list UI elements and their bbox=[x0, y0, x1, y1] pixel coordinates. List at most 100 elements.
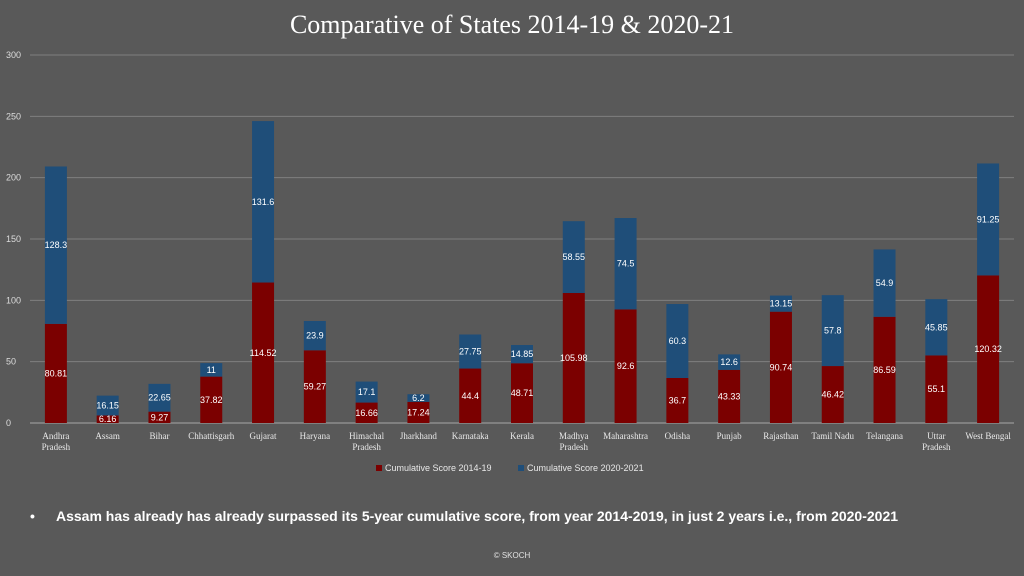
data-label: 11 bbox=[207, 365, 216, 375]
y-tick-label: 0 bbox=[6, 418, 11, 428]
bar-segment-series-1 bbox=[355, 402, 378, 423]
bar-segment-series-2 bbox=[614, 218, 637, 310]
y-axis-ticks: 0 50 100 150 200 250 300 bbox=[6, 50, 21, 428]
data-label: 58.55 bbox=[563, 252, 586, 262]
bullet-icon: • bbox=[30, 508, 35, 524]
data-label: 37.82 bbox=[200, 395, 223, 405]
y-tick-label: 50 bbox=[6, 357, 16, 367]
bar-segment-series-2 bbox=[666, 304, 689, 378]
data-label: 105.98 bbox=[560, 353, 588, 363]
data-label: 60.3 bbox=[669, 336, 687, 346]
bar-segment-series-1 bbox=[511, 363, 533, 423]
category-label: Kerala bbox=[510, 431, 534, 441]
bar-segment-series-2 bbox=[821, 295, 844, 367]
bars bbox=[44, 121, 1000, 423]
category-label: Madhya bbox=[559, 431, 589, 441]
legend-label: Cumulative Score 2014-19 bbox=[385, 463, 492, 473]
data-label: 17.1 bbox=[358, 387, 376, 397]
bar-segment-series-2 bbox=[44, 166, 67, 324]
data-label: 36.7 bbox=[669, 395, 687, 405]
bar-segment-series-1 bbox=[769, 311, 792, 423]
data-label: 13.15 bbox=[770, 299, 793, 309]
category-label: Telangana bbox=[866, 431, 903, 441]
category-label: Uttar bbox=[927, 431, 946, 441]
y-tick-label: 200 bbox=[6, 173, 21, 183]
category-label: Tamil Nadu bbox=[811, 431, 854, 441]
y-tick-label: 100 bbox=[6, 295, 21, 305]
data-label: 17.24 bbox=[407, 407, 430, 417]
bar-segment-series-1 bbox=[148, 411, 171, 423]
data-label: 6.16 bbox=[99, 414, 117, 424]
bar-segment-series-1 bbox=[252, 282, 275, 423]
bar-segment-series-2 bbox=[407, 394, 430, 402]
bar-segment-series-1 bbox=[459, 368, 482, 423]
category-label: Bihar bbox=[149, 431, 169, 441]
bar-segment-series-2 bbox=[303, 320, 326, 351]
data-label: 9.27 bbox=[151, 412, 169, 422]
data-label: 48.71 bbox=[511, 388, 534, 398]
copyright: © SKOCH bbox=[493, 551, 531, 560]
data-label: 43.33 bbox=[718, 391, 741, 401]
category-label: Haryana bbox=[300, 431, 330, 441]
bar-segment-series-1 bbox=[873, 316, 896, 423]
category-label: Rajasthan bbox=[763, 431, 799, 441]
category-label: Pradesh bbox=[352, 442, 381, 452]
legend: Cumulative Score 2014-19 Cumulative Score… bbox=[376, 463, 644, 473]
category-label: Assam bbox=[95, 431, 120, 441]
bar-segment-series-2 bbox=[148, 383, 171, 412]
data-label: 23.9 bbox=[306, 331, 324, 341]
data-label: 131.6 bbox=[252, 197, 275, 207]
data-label: 12.6 bbox=[720, 357, 738, 367]
legend-swatch bbox=[376, 465, 382, 471]
bar-segment-series-1 bbox=[977, 275, 1000, 423]
category-label: Karnataka bbox=[452, 431, 489, 441]
data-label: 27.75 bbox=[459, 347, 482, 357]
data-label: 57.8 bbox=[824, 326, 842, 336]
data-label: 114.52 bbox=[250, 348, 277, 358]
data-label: 16.15 bbox=[96, 401, 119, 411]
bar-segment-series-1 bbox=[44, 323, 67, 423]
bar-segment-series-1 bbox=[200, 376, 223, 423]
data-label: 45.85 bbox=[925, 322, 948, 332]
bar-segment-series-1 bbox=[821, 366, 844, 423]
data-label: 91.25 bbox=[977, 214, 1000, 224]
bar-segment-series-2 bbox=[718, 354, 741, 370]
data-label: 90.74 bbox=[770, 362, 793, 372]
bar-segment-series-2 bbox=[562, 221, 585, 293]
bar-segment-series-1 bbox=[303, 350, 326, 423]
bar-segment-series-2 bbox=[769, 295, 792, 312]
legend-swatch bbox=[518, 465, 524, 471]
data-label: 16.66 bbox=[355, 408, 378, 418]
bar-segment-series-2 bbox=[200, 363, 223, 377]
legend-label: Cumulative Score 2020-2021 bbox=[527, 463, 644, 473]
data-label: 6.2 bbox=[412, 393, 425, 403]
data-label: 120.32 bbox=[974, 344, 1002, 354]
category-label: Himachal bbox=[349, 431, 384, 441]
bar-segment-series-1 bbox=[925, 355, 948, 423]
y-tick-label: 300 bbox=[6, 50, 21, 60]
data-label: 44.4 bbox=[461, 391, 479, 401]
bar-segment-series-2 bbox=[459, 334, 482, 369]
category-label: Gujarat bbox=[250, 431, 277, 441]
category-label: Pradesh bbox=[560, 442, 589, 452]
bar-segment-series-1 bbox=[614, 309, 637, 423]
data-label: 74.5 bbox=[617, 259, 635, 269]
category-label: West Bengal bbox=[965, 431, 1011, 441]
category-label: Pradesh bbox=[42, 442, 71, 452]
bar-segment-series-2 bbox=[252, 121, 275, 283]
footnote: • Assam has already has already surpassed… bbox=[30, 508, 1010, 524]
bar-segment-series-1 bbox=[666, 377, 689, 423]
bar-segment-series-2 bbox=[355, 381, 378, 403]
category-label: Andhra bbox=[42, 431, 69, 441]
category-label: Punjab bbox=[717, 431, 743, 441]
category-label: Pradesh bbox=[922, 442, 951, 452]
data-label: 14.85 bbox=[511, 349, 534, 359]
stacked-bar-chart: 0 50 100 150 200 250 300 80.81 128.3 6.16 16.15 9.… bbox=[6, 50, 1014, 473]
bar-segment-series-2 bbox=[873, 249, 896, 317]
data-label: 22.65 bbox=[148, 393, 171, 403]
category-label: Maharashtra bbox=[603, 431, 648, 441]
y-tick-label: 150 bbox=[6, 234, 21, 244]
data-labels: 80.81 128.3 6.16 16.15 9.27 22.65 37.82 11 114.5… bbox=[45, 197, 1002, 424]
bar-segment-series-1 bbox=[562, 292, 585, 423]
